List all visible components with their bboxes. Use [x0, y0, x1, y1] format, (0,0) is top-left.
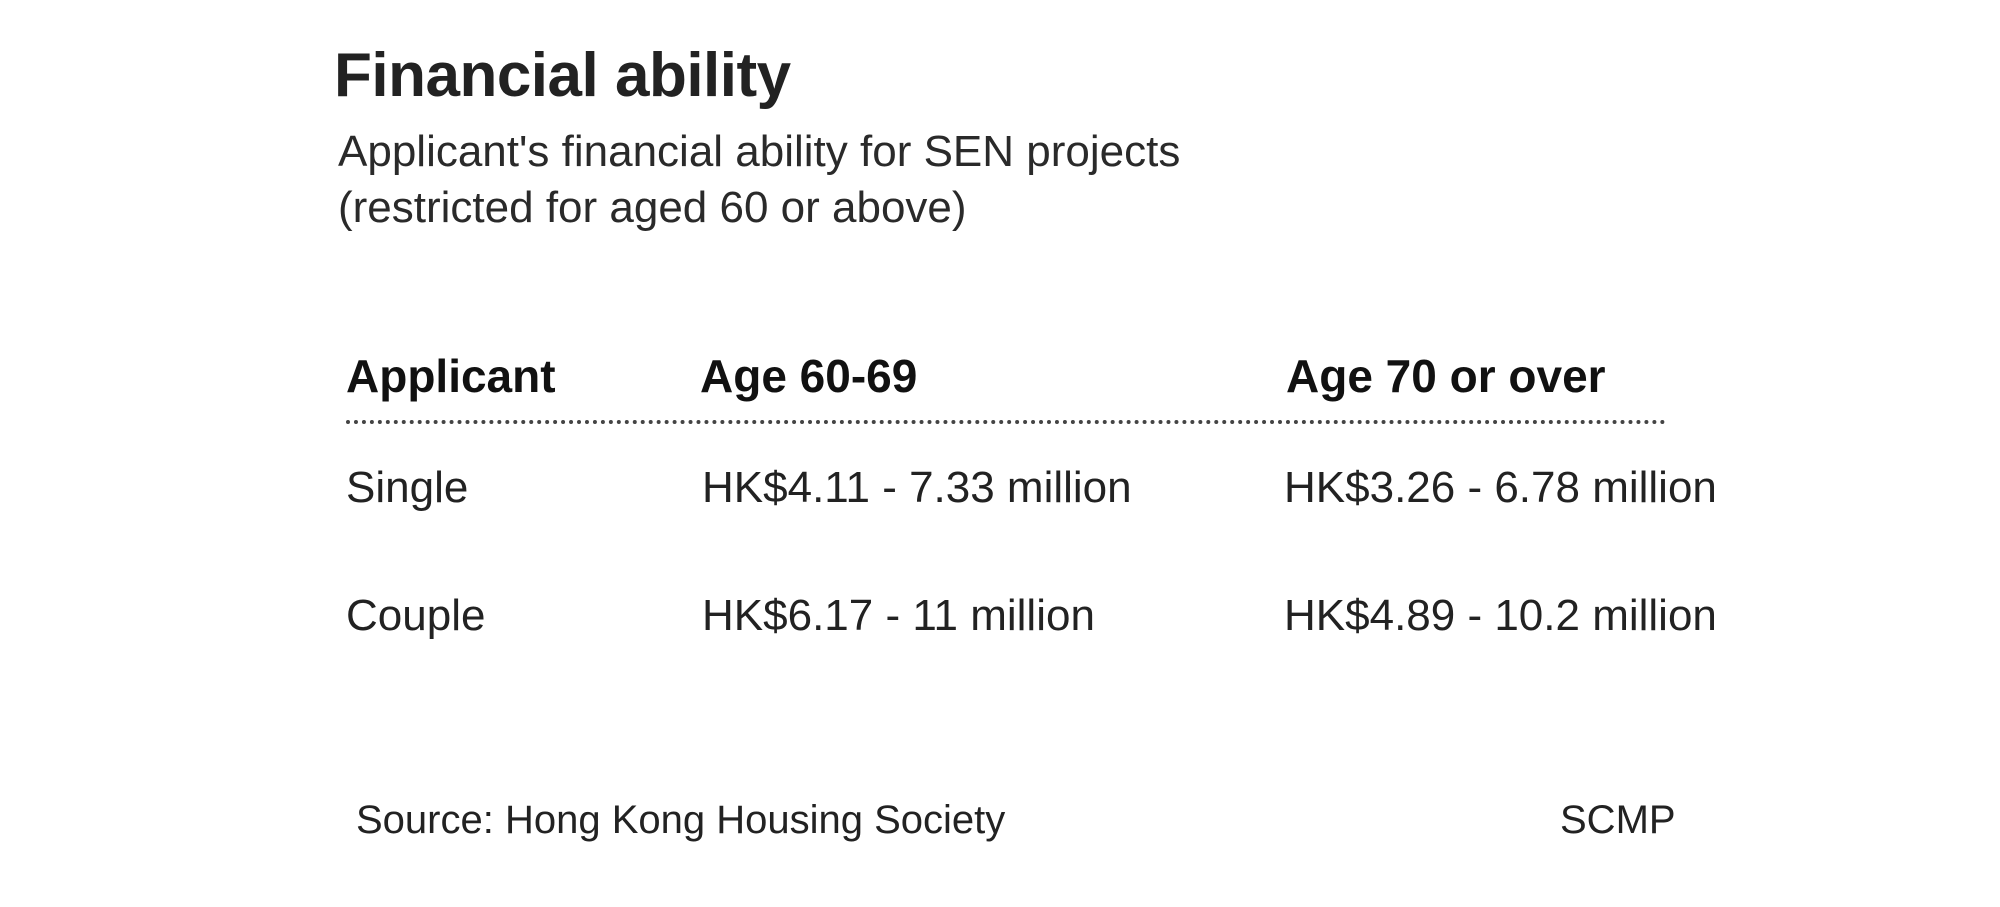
row-couple-age-60-69: HK$6.17 - 11 million: [702, 591, 1095, 640]
column-header-applicant: Applicant: [346, 350, 556, 402]
row-single-age-60-69: HK$4.11 - 7.33 million: [702, 463, 1132, 512]
subtitle-line-1: Applicant's financial ability for SEN pr…: [338, 127, 1181, 176]
publisher-credit: SCMP: [1560, 798, 1676, 842]
source-note: Source: Hong Kong Housing Society: [356, 798, 1006, 842]
row-single-age-70-over: HK$3.26 - 6.78 million: [1284, 463, 1717, 512]
header-divider: [346, 420, 1666, 424]
row-couple-age-70-over: HK$4.89 - 10.2 million: [1284, 591, 1717, 640]
column-header-age-60-69: Age 60-69: [700, 350, 918, 402]
page-title: Financial ability: [334, 41, 791, 110]
column-header-age-70-over: Age 70 or over: [1286, 350, 1606, 402]
subtitle-line-2: (restricted for aged 60 or above): [338, 183, 967, 232]
row-single-applicant: Single: [346, 463, 469, 512]
row-couple-applicant: Couple: [346, 591, 486, 640]
subtitle: Applicant's financial ability for SEN pr…: [338, 124, 1180, 236]
